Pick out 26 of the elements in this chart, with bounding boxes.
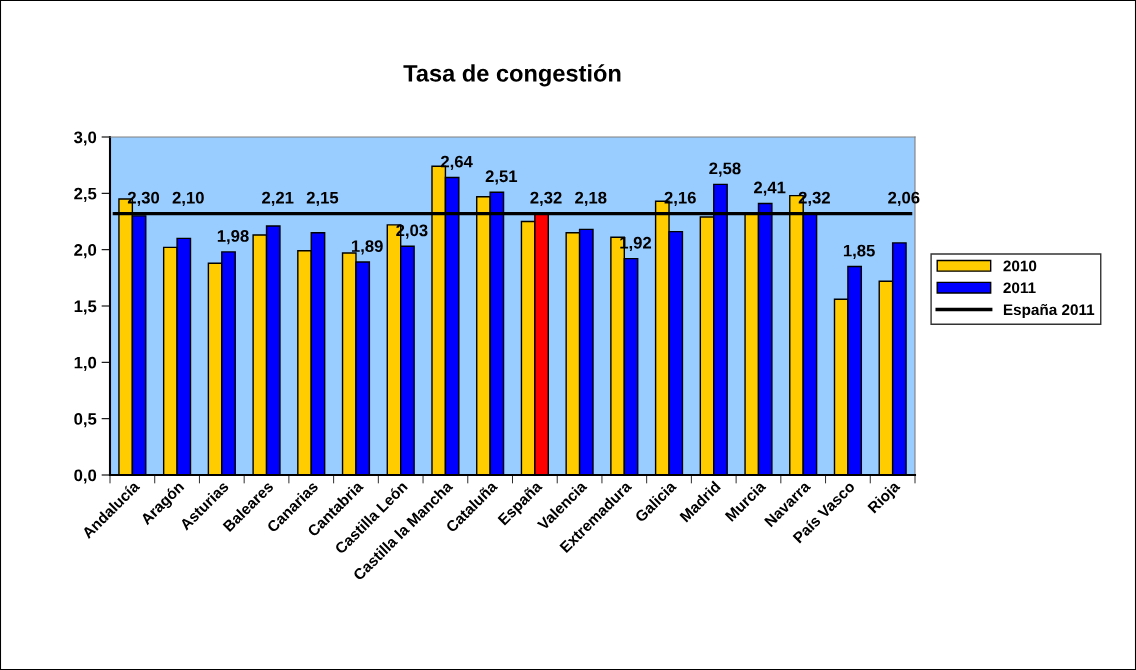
y-tick-label: 2,0 <box>74 244 97 259</box>
data-label: 2,41 <box>754 181 786 196</box>
data-label: 1,85 <box>843 244 875 259</box>
data-label: 1,89 <box>351 240 383 255</box>
data-label: 1,98 <box>217 230 249 245</box>
data-label: 2,30 <box>127 191 160 206</box>
data-label: 2,64 <box>440 155 473 170</box>
data-label: 2,51 <box>485 170 518 185</box>
data-label: 2,16 <box>664 191 696 206</box>
data-label: 2,15 <box>306 191 339 206</box>
legend-label: España 2011 <box>1003 303 1095 319</box>
chart-title: Tasa de congestión <box>403 64 621 87</box>
data-label: 2,10 <box>172 191 204 206</box>
y-tick-label: 1,0 <box>74 356 97 371</box>
data-label: 2,18 <box>575 191 607 206</box>
data-label: 2,58 <box>709 162 741 177</box>
legend-label: 2011 <box>1003 282 1036 294</box>
data-label: 2,21 <box>262 191 294 206</box>
y-tick-label: 0,5 <box>74 413 97 428</box>
y-tick-label: 3,0 <box>74 131 97 146</box>
y-tick-label: 2,5 <box>74 187 97 202</box>
y-tick-label: 1,5 <box>74 300 97 315</box>
y-tick-label: 0,0 <box>74 469 97 484</box>
data-label: 2,06 <box>888 191 920 206</box>
legend-label: 2010 <box>1003 260 1037 272</box>
data-label: 2,32 <box>530 191 562 206</box>
